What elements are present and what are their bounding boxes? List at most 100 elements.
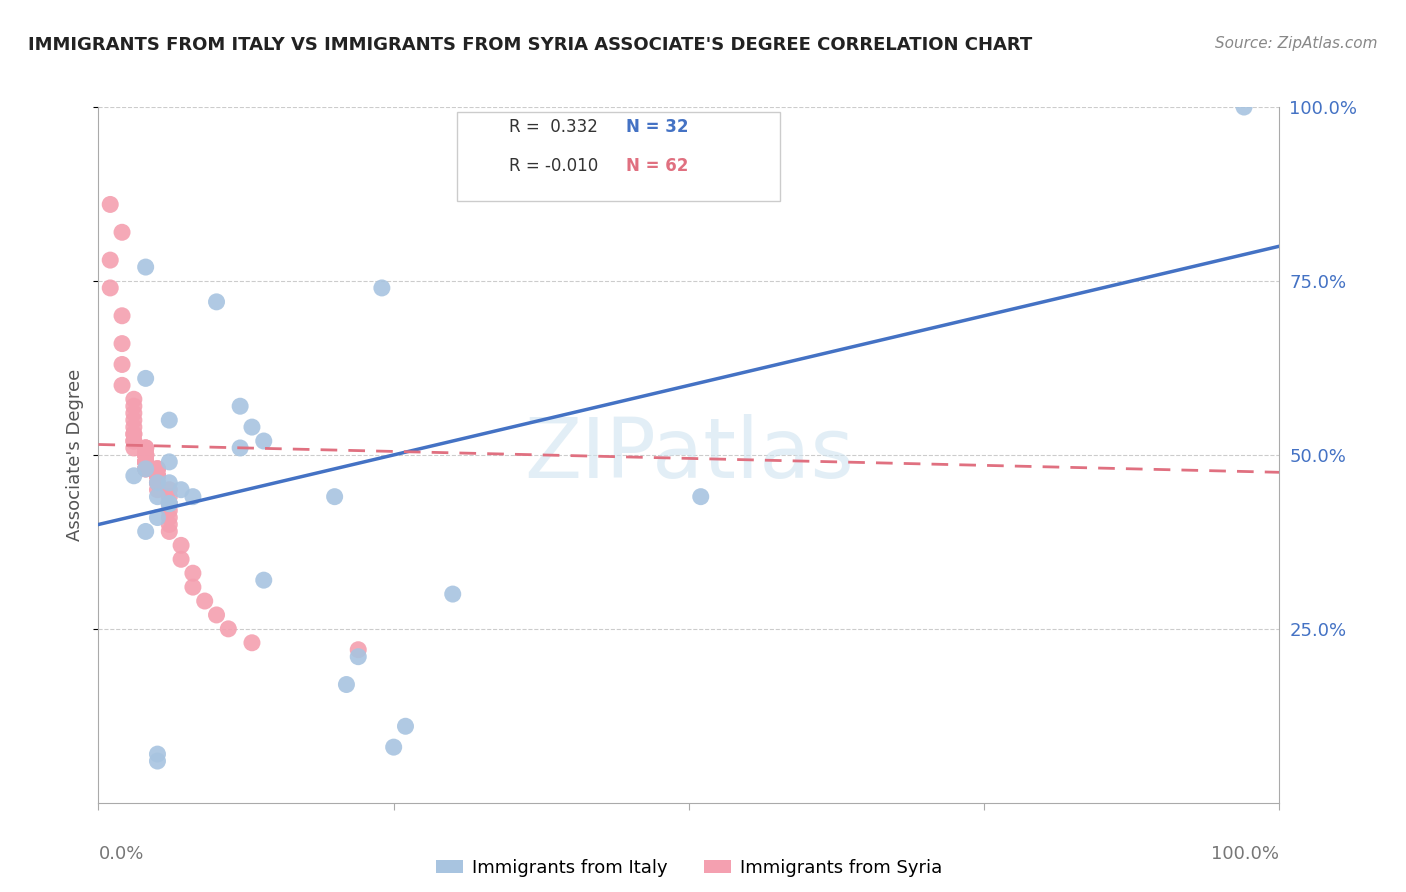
Point	[122, 392, 145, 407]
Point	[157, 503, 180, 517]
Point	[122, 441, 145, 455]
Point	[157, 524, 180, 539]
Point	[111, 225, 134, 239]
Point	[253, 434, 276, 448]
Point	[157, 455, 180, 469]
Point	[146, 754, 169, 768]
Point	[157, 483, 180, 497]
Point	[135, 448, 157, 462]
Point	[111, 336, 134, 351]
Point	[122, 427, 145, 442]
Point	[240, 420, 263, 434]
Point	[157, 497, 180, 511]
Point	[98, 253, 121, 268]
Text: 0.0%: 0.0%	[98, 845, 143, 863]
Point	[181, 490, 204, 504]
Point	[135, 441, 157, 455]
Point	[135, 455, 157, 469]
Point	[146, 510, 169, 524]
Point	[111, 378, 134, 392]
Point	[122, 420, 145, 434]
Point	[135, 455, 157, 469]
Text: N = 62: N = 62	[626, 157, 688, 175]
Point	[122, 434, 145, 448]
Point	[135, 448, 157, 462]
Point	[135, 455, 157, 469]
Point	[146, 462, 169, 476]
Point	[146, 475, 169, 490]
Point	[135, 462, 157, 476]
Point	[122, 406, 145, 420]
Point	[122, 413, 145, 427]
Point	[157, 497, 180, 511]
Point	[157, 517, 180, 532]
Point	[135, 448, 157, 462]
Point	[1233, 100, 1256, 114]
Point	[146, 462, 169, 476]
Point	[135, 260, 157, 274]
Text: Source: ZipAtlas.com: Source: ZipAtlas.com	[1215, 36, 1378, 51]
Point	[371, 281, 394, 295]
Point	[135, 455, 157, 469]
Point	[135, 371, 157, 385]
Point	[382, 740, 405, 755]
Point	[323, 490, 346, 504]
Point	[146, 468, 169, 483]
Point	[122, 434, 145, 448]
Point	[146, 468, 169, 483]
Y-axis label: Associate's Degree: Associate's Degree	[66, 368, 84, 541]
Point	[146, 483, 169, 497]
Point	[122, 427, 145, 442]
Point	[146, 475, 169, 490]
Point	[217, 622, 239, 636]
Point	[122, 399, 145, 413]
Text: N = 32: N = 32	[626, 118, 688, 136]
Point	[122, 468, 145, 483]
Legend: Immigrants from Italy, Immigrants from Syria: Immigrants from Italy, Immigrants from S…	[429, 852, 949, 884]
Point	[146, 462, 169, 476]
Point	[135, 448, 157, 462]
Point	[135, 448, 157, 462]
Point	[240, 636, 263, 650]
Point	[157, 497, 180, 511]
Point	[441, 587, 464, 601]
Point	[135, 448, 157, 462]
Point	[146, 490, 169, 504]
Point	[170, 483, 193, 497]
Point	[135, 462, 157, 476]
Point	[135, 462, 157, 476]
Text: IMMIGRANTS FROM ITALY VS IMMIGRANTS FROM SYRIA ASSOCIATE'S DEGREE CORRELATION CH: IMMIGRANTS FROM ITALY VS IMMIGRANTS FROM…	[28, 36, 1032, 54]
Point	[229, 441, 252, 455]
Point	[98, 197, 121, 211]
Point	[335, 677, 357, 691]
Text: ZIPatlas: ZIPatlas	[524, 415, 853, 495]
Point	[135, 441, 157, 455]
Text: R = -0.010: R = -0.010	[509, 157, 598, 175]
Point	[205, 607, 228, 622]
Point	[253, 573, 276, 587]
Point	[157, 510, 180, 524]
Point	[135, 462, 157, 476]
Point	[146, 468, 169, 483]
Text: 100.0%: 100.0%	[1212, 845, 1279, 863]
Point	[394, 719, 416, 733]
Point	[170, 552, 193, 566]
Point	[347, 649, 370, 664]
Point	[157, 490, 180, 504]
Point	[135, 524, 157, 539]
Point	[135, 455, 157, 469]
Point	[205, 294, 228, 309]
Point	[194, 594, 217, 608]
Text: R =  0.332: R = 0.332	[509, 118, 598, 136]
Point	[111, 358, 134, 372]
Point	[347, 642, 370, 657]
Point	[146, 747, 169, 761]
Point	[181, 566, 204, 581]
Point	[146, 468, 169, 483]
Point	[135, 455, 157, 469]
Point	[181, 580, 204, 594]
Point	[229, 399, 252, 413]
Point	[689, 490, 711, 504]
Point	[135, 441, 157, 455]
Point	[170, 538, 193, 552]
